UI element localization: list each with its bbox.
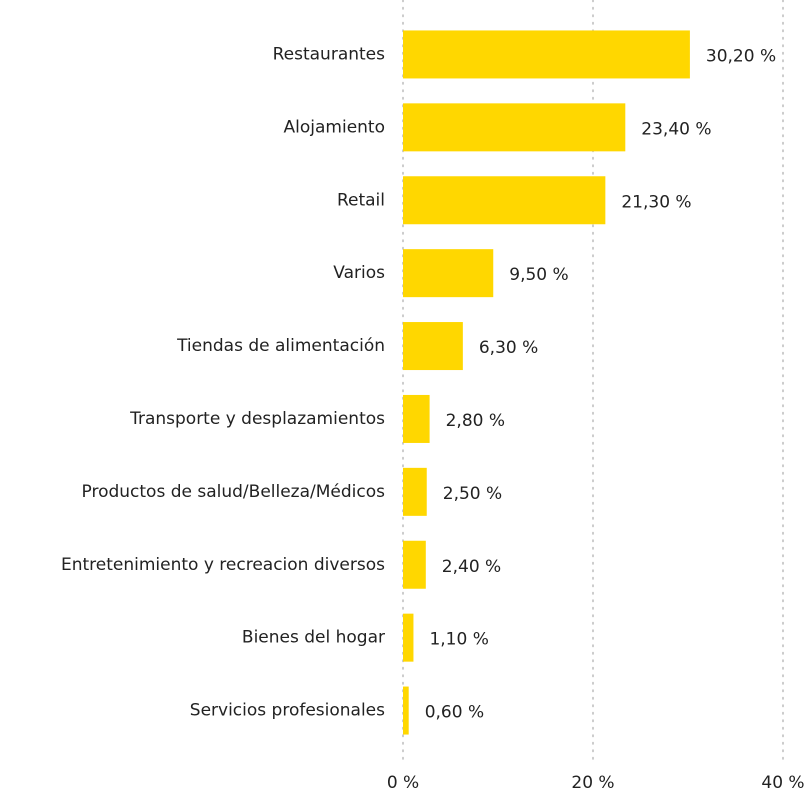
value-label: 2,40 % [442, 557, 501, 577]
bar [403, 322, 463, 371]
category-label: Restaurantes [273, 44, 386, 64]
category-label: Retail [337, 190, 385, 210]
value-label: 0,60 % [425, 703, 484, 723]
bar [403, 394, 430, 443]
category-label: Transporte y desplazamientos [129, 409, 385, 429]
category-label: Varios [333, 263, 385, 283]
bar [403, 176, 606, 225]
bar [403, 686, 409, 735]
bar [403, 103, 626, 152]
value-label: 30,20 % [706, 46, 776, 66]
value-label: 1,10 % [429, 630, 488, 650]
bar [403, 540, 426, 589]
category-label: Servicios profesionales [190, 701, 385, 721]
value-label: 23,40 % [641, 119, 711, 139]
value-label: 2,80 % [446, 411, 505, 431]
bar [403, 613, 414, 662]
category-label: Tiendas de alimentación [176, 336, 385, 356]
category-label: Entretenimiento y recreacion diversos [61, 555, 385, 575]
bar [403, 467, 427, 516]
value-label: 21,30 % [621, 192, 691, 212]
bar [403, 249, 494, 298]
x-tick-label: 0 % [387, 773, 419, 793]
value-label: 2,50 % [443, 484, 502, 504]
category-label: Bienes del hogar [242, 628, 385, 648]
value-label: 9,50 % [509, 265, 568, 285]
x-tick-label: 40 % [761, 773, 804, 793]
x-tick-label: 20 % [571, 773, 614, 793]
value-label: 6,30 % [479, 338, 538, 358]
bar [403, 30, 690, 79]
category-label: Alojamiento [284, 117, 385, 137]
category-label: Productos de salud/Belleza/Médicos [82, 482, 386, 502]
